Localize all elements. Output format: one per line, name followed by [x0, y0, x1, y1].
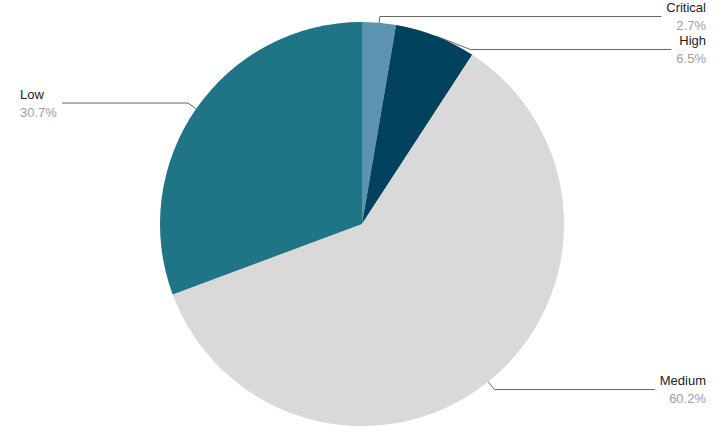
svg-text:30.7%: 30.7%: [20, 105, 57, 120]
svg-text:60.2%: 60.2%: [669, 391, 706, 406]
svg-text:High: High: [679, 33, 706, 48]
svg-text:Critical: Critical: [666, 0, 706, 15]
svg-text:Low: Low: [20, 87, 44, 102]
svg-text:2.7%: 2.7%: [676, 18, 706, 33]
svg-text:6.5%: 6.5%: [676, 51, 706, 66]
svg-text:Medium: Medium: [660, 373, 706, 388]
